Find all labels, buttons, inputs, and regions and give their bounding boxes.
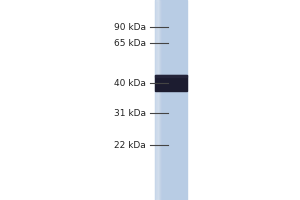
Text: 90 kDa: 90 kDa xyxy=(114,22,146,31)
Bar xyxy=(155,0,158,200)
Bar xyxy=(155,0,187,200)
Bar xyxy=(155,75,187,91)
Bar xyxy=(155,75,187,77)
Text: 40 kDa: 40 kDa xyxy=(114,78,146,88)
Bar xyxy=(157,0,160,200)
Bar xyxy=(158,0,161,200)
Bar xyxy=(156,0,159,200)
Text: 22 kDa: 22 kDa xyxy=(114,140,146,150)
Text: 31 kDa: 31 kDa xyxy=(114,108,146,117)
Text: 65 kDa: 65 kDa xyxy=(114,38,146,47)
